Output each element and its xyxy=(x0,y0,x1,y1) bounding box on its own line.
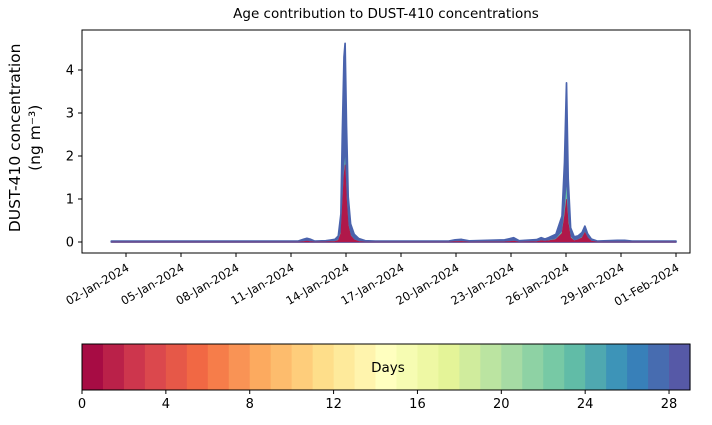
colorbar-tick-label: 28 xyxy=(661,397,678,412)
colorbar-segment xyxy=(438,344,460,390)
colorbar-tick-label: 24 xyxy=(577,397,594,412)
axes-frame xyxy=(81,29,691,254)
colorbar-segment xyxy=(522,344,544,390)
colorbar-frame xyxy=(81,343,691,391)
colorbar-segment xyxy=(354,344,377,390)
y-tick-label: 3 xyxy=(66,107,74,122)
chart-title: Age contribution to DUST-410 concentrati… xyxy=(233,6,539,22)
colorbar-segment xyxy=(270,344,293,390)
y-tick-label: 2 xyxy=(66,150,74,165)
colorbar-segment xyxy=(648,344,670,390)
colorbar-tick-label: 4 xyxy=(162,397,170,412)
colorbar-tick-label: 12 xyxy=(325,397,342,412)
colorbar-segment xyxy=(585,344,607,390)
colorbar-segment xyxy=(186,344,209,390)
colorbar-segment xyxy=(228,344,251,390)
colorbar-segment xyxy=(375,344,398,390)
colorbar-segment xyxy=(606,344,628,390)
area-age-young xyxy=(111,164,676,243)
colorbar-segment xyxy=(501,344,523,390)
colorbar-segment xyxy=(333,344,356,390)
colorbar-segment xyxy=(123,344,146,390)
colorbar-segment xyxy=(627,344,649,390)
y-tick-label: 4 xyxy=(66,64,74,79)
colorbar-segment xyxy=(312,344,335,390)
colorbar-segment xyxy=(165,344,188,390)
colorbar-segment xyxy=(396,344,419,390)
colorbar-tick-label: 8 xyxy=(246,397,254,412)
colorbar-segment xyxy=(291,344,314,390)
colorbar-segment xyxy=(564,344,586,390)
colorbar-segment xyxy=(102,344,125,390)
colorbar-segment xyxy=(82,344,104,390)
colorbar-segment xyxy=(459,344,481,390)
y-tick-label: 1 xyxy=(66,193,74,208)
colorbar-segment xyxy=(543,344,565,390)
area-age-mid xyxy=(111,156,677,242)
area-age-old xyxy=(110,42,677,243)
colorbar-tick-label: 0 xyxy=(78,397,86,412)
y-tick-label: 0 xyxy=(66,236,74,251)
colorbar-tick-label: 20 xyxy=(493,397,510,412)
colorbar-segment xyxy=(207,344,230,390)
colorbar-segment xyxy=(480,344,502,390)
colorbar-segment xyxy=(417,344,440,390)
colorbar-segment xyxy=(669,344,691,390)
colorbar-title: Days xyxy=(371,360,405,376)
colorbar-segment xyxy=(249,344,272,390)
colorbar-tick-label: 16 xyxy=(409,397,426,412)
colorbar-segment xyxy=(144,344,167,390)
